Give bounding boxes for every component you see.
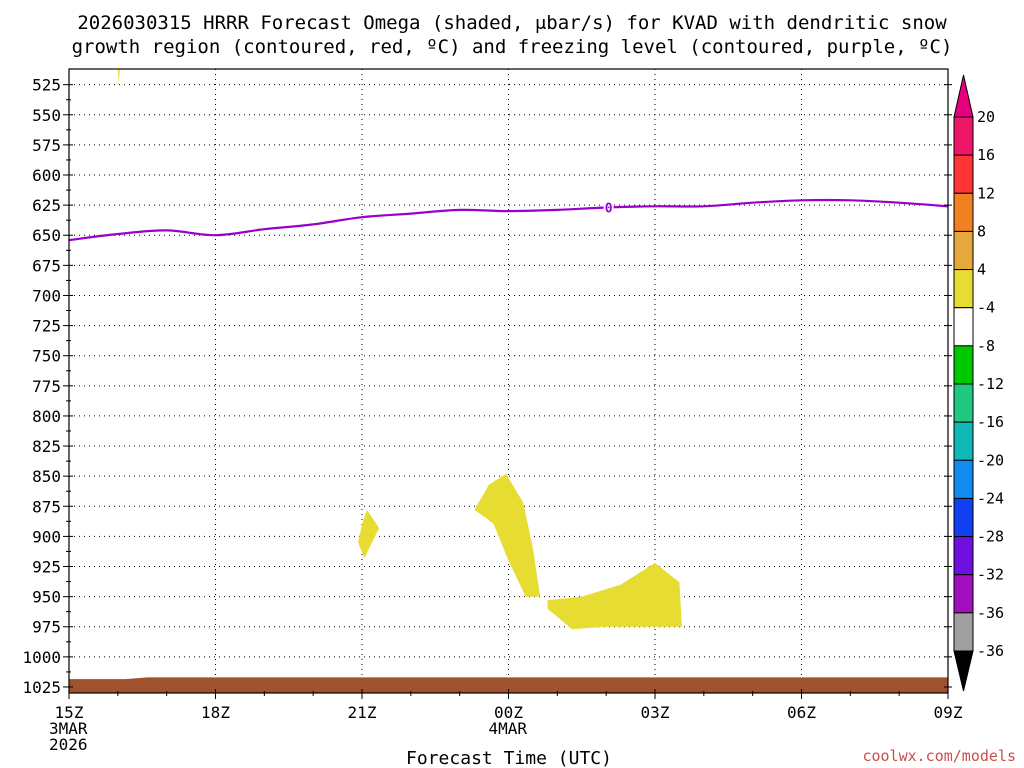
omega-region-4 (547, 562, 682, 630)
colorbar-segment (953, 345, 974, 385)
axes: 525 550 575 600 625 650 675 700 725 750 775 800 825 8… (22, 68, 963, 754)
y-tick-label: 775 (32, 377, 61, 396)
colorbar-bottom-cap (953, 650, 974, 692)
y-tick-label: 825 (32, 437, 61, 456)
x-tick-label: 06Z (787, 703, 816, 722)
colorbar-label: -32 (977, 566, 1004, 584)
colorbar-segment (953, 307, 974, 347)
x-tick-label: 03Z (641, 703, 670, 722)
colorbar-label: -4 (977, 299, 995, 317)
freezing-level-label-bg (603, 200, 614, 215)
credit-text: coolwx.com/models (862, 747, 1016, 765)
x-tick-label: 18Z (201, 703, 230, 722)
y-tick-label: 750 (32, 347, 61, 366)
y-tick-label: 575 (32, 136, 61, 155)
colorbar-segment (953, 459, 974, 499)
y-tick-label: 725 (32, 317, 61, 336)
x-tick-label: 00Z (494, 703, 523, 722)
freezing-level-label: 0 (605, 202, 613, 217)
y-tick-label: 975 (32, 618, 61, 637)
colorbar-segment (953, 154, 974, 194)
x-tick-label: 2026 (49, 735, 88, 754)
y-tick-label: 950 (32, 588, 61, 607)
colorbar-label: 12 (977, 184, 995, 202)
title-line-2: growth region (contoured, red, ºC) and f… (72, 36, 953, 58)
colorbar-segment (953, 192, 974, 232)
colorbar-label-bottom: -36 (977, 642, 1004, 660)
x-tick-label: 4MAR (489, 719, 528, 738)
y-tick-label: 1025 (22, 678, 61, 697)
y-tick-label: 850 (32, 467, 61, 486)
y-tick-label: 625 (32, 196, 61, 215)
colorbar-segment (953, 612, 974, 652)
y-tick-label: 550 (32, 106, 61, 125)
colorbar-label: -28 (977, 528, 1004, 546)
plot-area: 0 (68, 69, 949, 693)
colorbar-segment (953, 536, 974, 576)
colorbar-label: -20 (977, 451, 1004, 469)
terrain-band (69, 677, 948, 693)
freezing-level-line (68, 198, 949, 242)
colorbar-label: -36 (977, 604, 1004, 622)
colorbar-segment (953, 116, 974, 156)
colorbar-segment (953, 497, 974, 538)
chart-title: 2026030315 HRRR Forecast Omega (shaded, … (72, 12, 953, 58)
y-tick-label: 675 (32, 256, 61, 275)
omega-region-1 (117, 69, 120, 85)
y-tick-label: 525 (32, 76, 61, 95)
y-tick-label: 800 (32, 407, 61, 426)
y-tick-label: 875 (32, 497, 61, 516)
y-tick-label: 650 (32, 226, 61, 245)
omega-region-2 (358, 509, 380, 559)
colorbar-label: 16 (977, 146, 995, 164)
y-tick-label: 700 (32, 286, 61, 305)
colorbar-label: -16 (977, 413, 1004, 431)
x-tick-label: 21Z (348, 703, 377, 722)
colorbar-segment (953, 230, 974, 271)
colorbar-segment (953, 383, 974, 423)
colorbar-label: 8 (977, 222, 986, 240)
x-tick-label: 3MAR (49, 719, 88, 738)
y-tick-label: 925 (32, 558, 61, 577)
colorbar-label: -24 (977, 489, 1004, 507)
x-tick-label: 09Z (934, 703, 963, 722)
colorbar-label: -12 (977, 375, 1004, 393)
title-line-1: 2026030315 HRRR Forecast Omega (shaded, … (77, 12, 947, 34)
x-axis-label: Forecast Time (UTC) (406, 748, 612, 768)
colorbar-label: 20 (977, 108, 995, 126)
colorbar-segment (953, 421, 974, 461)
colorbar-segment (953, 269, 974, 309)
colorbar-label: -8 (977, 337, 995, 355)
colorbar: 20 16 12 8 4 -4 -8 -12 -16 -20 -24 -28 -32 -36 -36 (953, 74, 1004, 692)
y-tick-label: 1000 (22, 648, 61, 667)
colorbar-segment (953, 574, 974, 614)
colorbar-top-cap (953, 74, 974, 118)
omega-region-3 (474, 473, 541, 597)
x-tick-label: 15Z (55, 703, 84, 722)
y-tick-label: 900 (32, 527, 61, 546)
y-tick-label: 600 (32, 166, 61, 185)
colorbar-label: 4 (977, 261, 986, 279)
